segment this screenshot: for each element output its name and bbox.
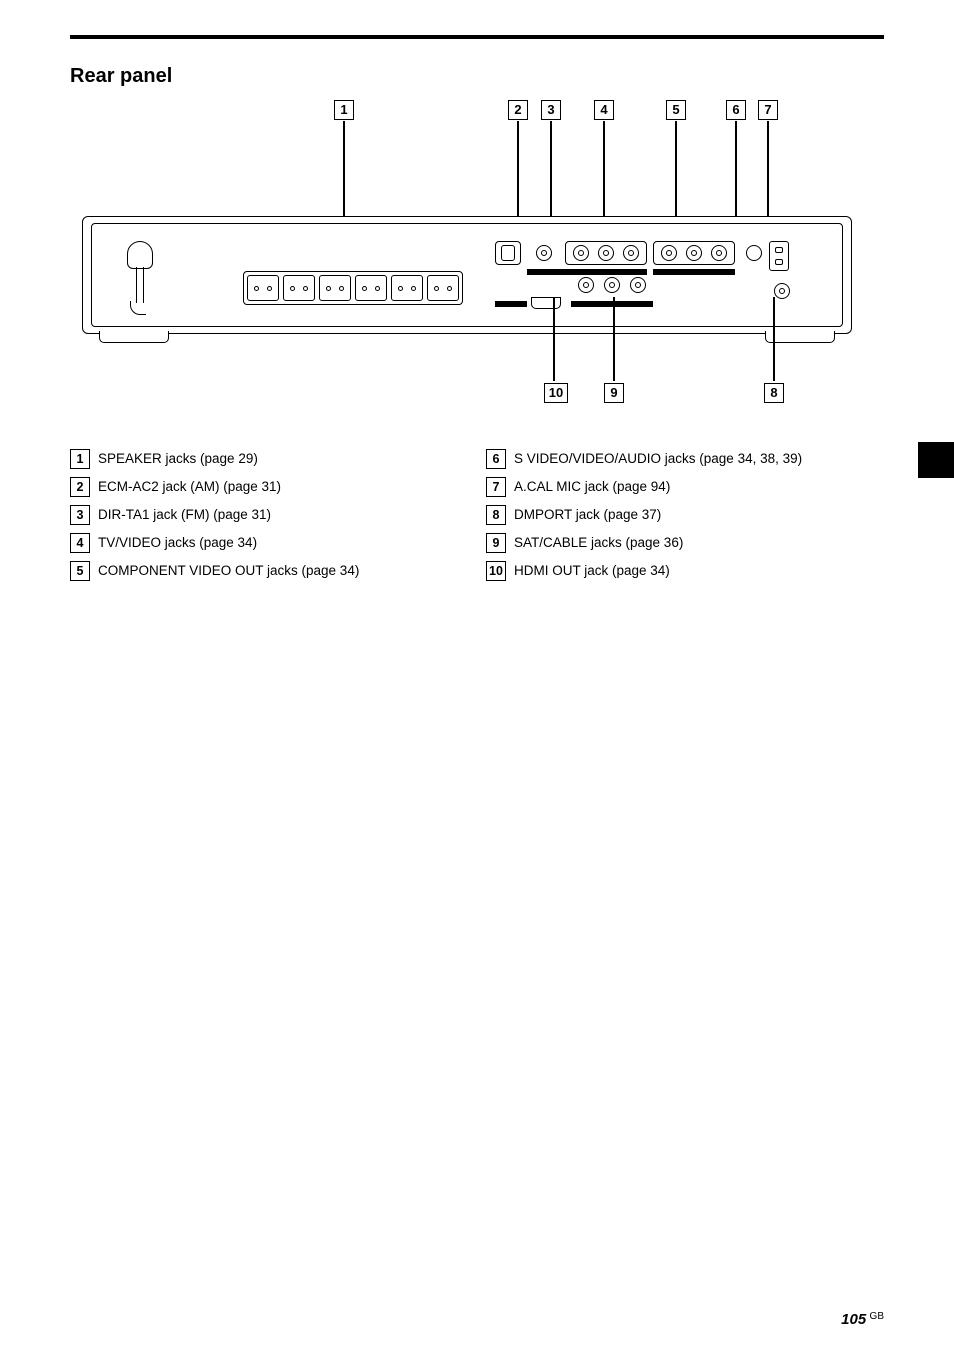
rear-jack-area [493, 239, 833, 311]
leader-9 [613, 297, 615, 381]
fm-jack [531, 241, 557, 265]
leader-5 [675, 121, 677, 219]
leader-10 [553, 297, 555, 381]
leader-2 [517, 121, 519, 219]
legend-text: S VIDEO/VIDEO/AUDIO jacks (page 34, 38, … [514, 448, 802, 470]
callout-top-6: 6 [726, 100, 746, 120]
legend-item: 8 DMPORT jack (page 37) [486, 504, 884, 526]
speaker-terminals [243, 271, 463, 305]
legend-columns: 1 SPEAKER jacks (page 29) 2 ECM-AC2 jack… [70, 448, 884, 588]
leader-7 [767, 121, 769, 219]
svideo-jack [741, 241, 767, 265]
device-foot-right [765, 331, 835, 343]
device-outline [82, 216, 852, 334]
legend-text: DIR-TA1 jack (FM) (page 31) [98, 504, 271, 526]
callout-bottom-9: 9 [604, 383, 624, 403]
legend-num: 10 [486, 561, 506, 581]
legend-num: 6 [486, 449, 506, 469]
antenna-jack [495, 241, 521, 265]
legend-num: 1 [70, 449, 90, 469]
callout-top-5: 5 [666, 100, 686, 120]
legend-item: 2 ECM-AC2 jack (AM) (page 31) [70, 476, 468, 498]
legend-num: 7 [486, 477, 506, 497]
page-suffix: GB [870, 1311, 884, 1322]
legend-num: 2 [70, 477, 90, 497]
legend-num: 4 [70, 533, 90, 553]
legend-item: 3 DIR-TA1 jack (FM) (page 31) [70, 504, 468, 526]
hdmi-jack [531, 297, 561, 309]
legend-col-right: 6 S VIDEO/VIDEO/AUDIO jacks (page 34, 38… [486, 448, 884, 588]
legend-item: 7 A.CAL MIC jack (page 94) [486, 476, 884, 498]
rear-panel-diagram: 1 2 3 4 5 6 7 [76, 106, 856, 406]
legend-text: A.CAL MIC jack (page 94) [514, 476, 670, 498]
callout-bottom-8: 8 [764, 383, 784, 403]
legend-text: DMPORT jack (page 37) [514, 504, 661, 526]
av-rect-jacks [769, 241, 789, 271]
legend-num: 3 [70, 505, 90, 525]
legend-item: 9 SAT/CABLE jacks (page 36) [486, 532, 884, 554]
page-number: 105 [841, 1311, 866, 1328]
leader-4 [603, 121, 605, 219]
section-title: Rear panel [70, 65, 884, 88]
legend-item: 1 SPEAKER jacks (page 29) [70, 448, 468, 470]
legend-text: HDMI OUT jack (page 34) [514, 560, 670, 582]
leader-6 [735, 121, 737, 219]
legend-text: COMPONENT VIDEO OUT jacks (page 34) [98, 560, 359, 582]
legend-item: 6 S VIDEO/VIDEO/AUDIO jacks (page 34, 38… [486, 448, 884, 470]
sat-cable-jacks [571, 273, 653, 297]
legend-item: 5 COMPONENT VIDEO OUT jacks (page 34) [70, 560, 468, 582]
underline-hdmi [495, 301, 527, 307]
underline-sat [571, 301, 653, 307]
component-jacks [653, 241, 735, 265]
callout-top-7: 7 [758, 100, 778, 120]
legend-num: 8 [486, 505, 506, 525]
thumb-tab [918, 442, 954, 478]
leader-1 [343, 121, 345, 219]
top-rule [70, 35, 884, 39]
leader-8 [773, 297, 775, 381]
legend-text: SAT/CABLE jacks (page 36) [514, 532, 683, 554]
legend-num: 9 [486, 533, 506, 553]
leader-3 [550, 121, 552, 219]
callout-top-2: 2 [508, 100, 528, 120]
underline-component [653, 269, 735, 275]
legend-text: ECM-AC2 jack (AM) (page 31) [98, 476, 281, 498]
callout-top-3: 3 [541, 100, 561, 120]
page-footer: 105 GB [837, 1311, 884, 1328]
device-foot-left [99, 331, 169, 343]
callout-top-4: 4 [594, 100, 614, 120]
callout-top-1: 1 [334, 100, 354, 120]
legend-text: SPEAKER jacks (page 29) [98, 448, 258, 470]
legend-item: 4 TV/VIDEO jacks (page 34) [70, 532, 468, 554]
legend-item: 10 HDMI OUT jack (page 34) [486, 560, 884, 582]
tv-video-jacks [565, 241, 647, 265]
power-cord-icon [125, 241, 155, 313]
legend-text: TV/VIDEO jacks (page 34) [98, 532, 257, 554]
bottom-callout-group: 10 9 8 [76, 343, 856, 408]
legend-col-left: 1 SPEAKER jacks (page 29) 2 ECM-AC2 jack… [70, 448, 468, 588]
legend-num: 5 [70, 561, 90, 581]
top-callout-group: 1 2 3 4 5 6 7 [76, 100, 856, 220]
callout-bottom-10: 10 [544, 383, 568, 403]
